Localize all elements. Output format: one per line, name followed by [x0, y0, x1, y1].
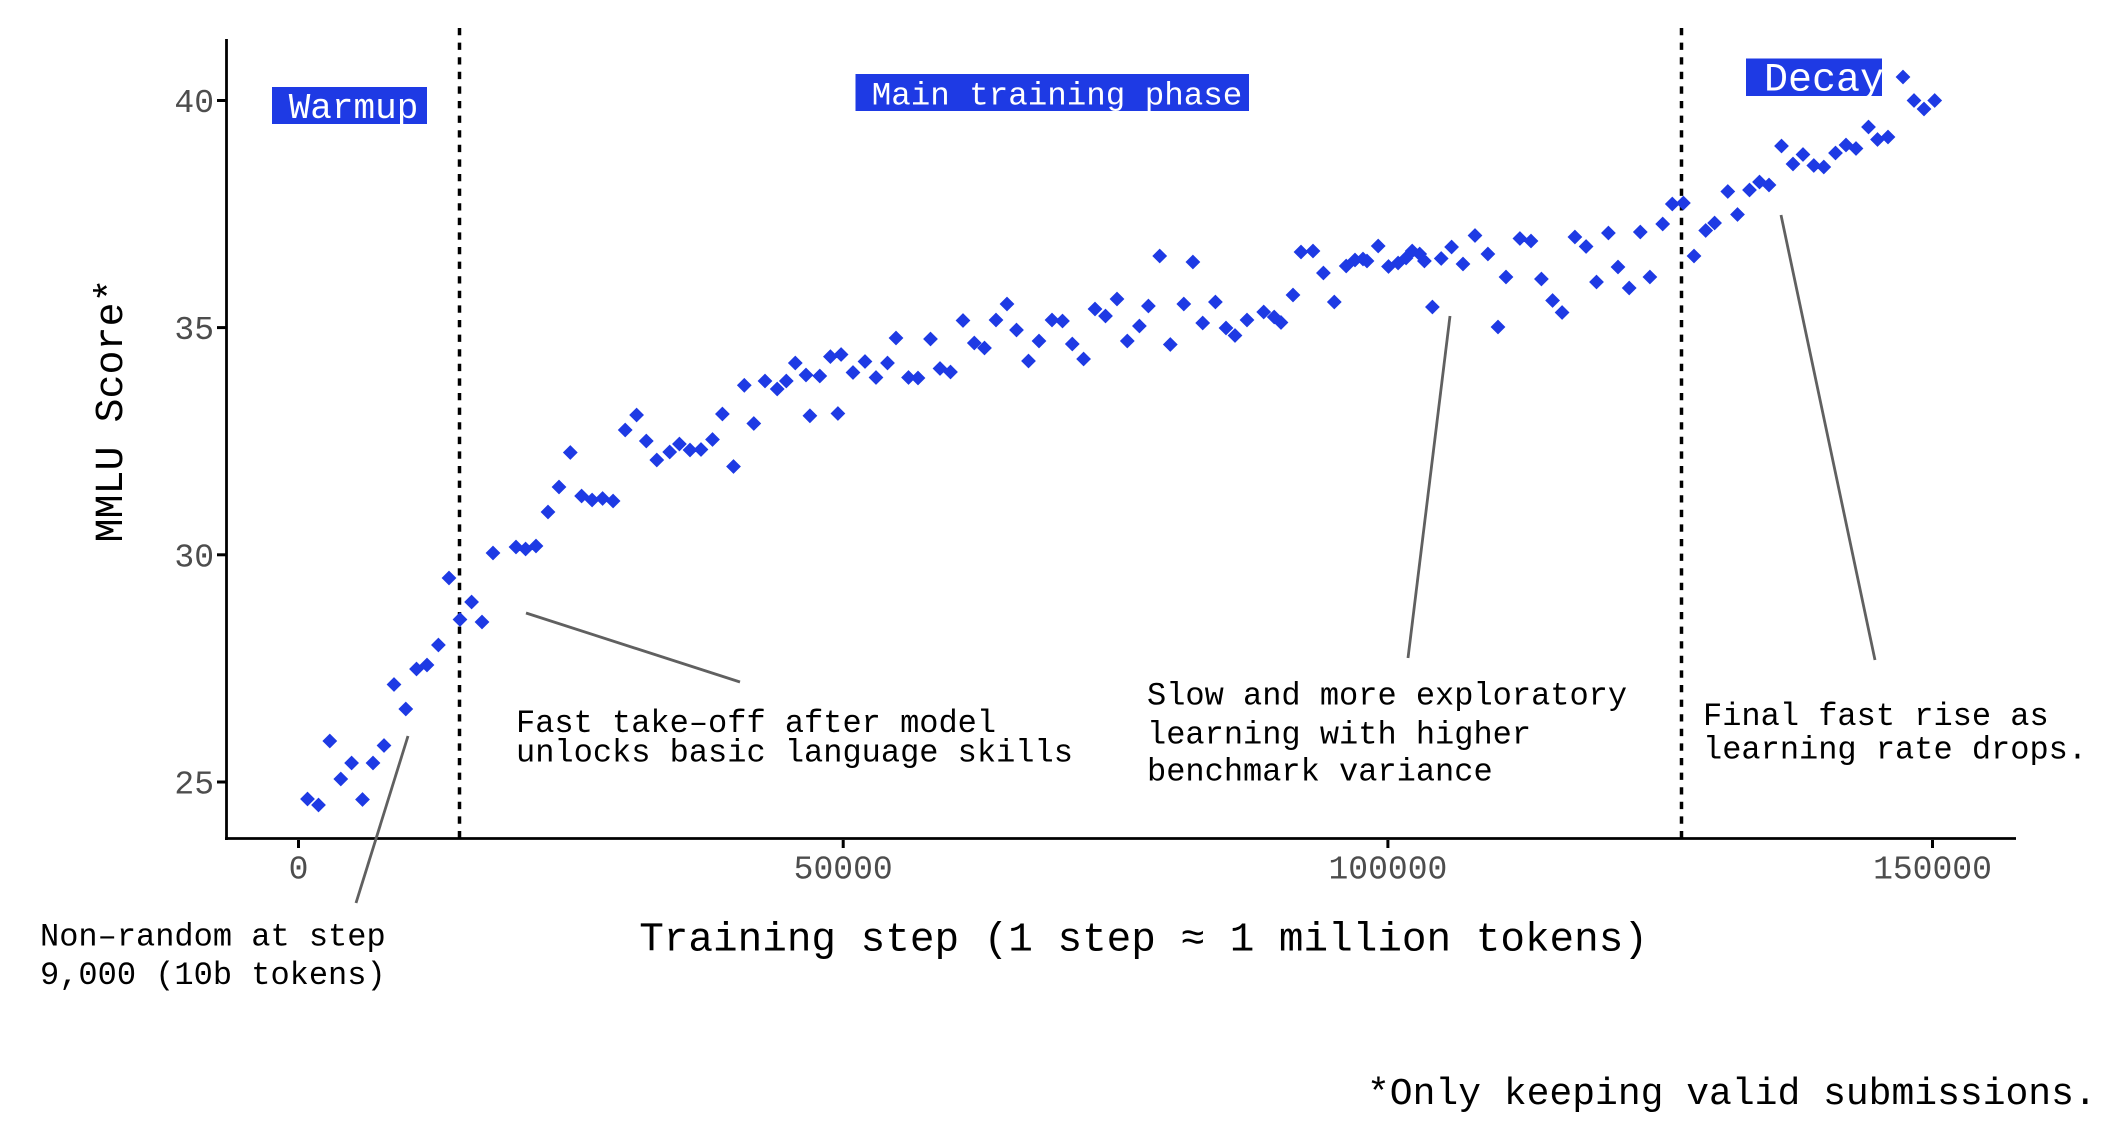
svg-text:30: 30	[174, 539, 214, 576]
svg-text:MMLU Score*: MMLU Score*	[90, 278, 135, 542]
svg-text:Slow and more exploratory: Slow and more exploratory	[1147, 677, 1627, 714]
svg-text:learning rate drops.: learning rate drops.	[1703, 732, 2087, 769]
svg-text:Warmup: Warmup	[289, 88, 419, 129]
svg-text:learning with higher: learning with higher	[1147, 716, 1531, 753]
svg-text:0: 0	[289, 852, 309, 889]
svg-text:unlocks basic language skills: unlocks basic language skills	[516, 734, 1073, 771]
svg-text:40: 40	[174, 85, 214, 122]
svg-text:100000: 100000	[1328, 852, 1447, 889]
svg-text:*Only keeping valid submission: *Only keeping valid submissions.	[1367, 1073, 2097, 1116]
svg-text:9,000 (10b tokens): 9,000 (10b tokens)	[40, 957, 386, 994]
svg-text:Non–random at step: Non–random at step	[40, 919, 386, 956]
svg-text:Final fast rise as: Final fast rise as	[1703, 698, 2049, 735]
svg-text:150000: 150000	[1873, 852, 1992, 889]
svg-text:Decay: Decay	[1764, 59, 1884, 104]
svg-text:Fast take–off after model: Fast take–off after model	[516, 705, 996, 742]
svg-text:35: 35	[174, 312, 214, 349]
svg-text:50000: 50000	[794, 852, 893, 889]
svg-text:benchmark variance: benchmark variance	[1147, 754, 1493, 791]
svg-text:Training step (1 step ≈ 1 mill: Training step (1 step ≈ 1 million tokens…	[639, 918, 1648, 964]
svg-text:Main training phase: Main training phase	[872, 78, 1243, 115]
svg-text:25: 25	[174, 767, 214, 804]
